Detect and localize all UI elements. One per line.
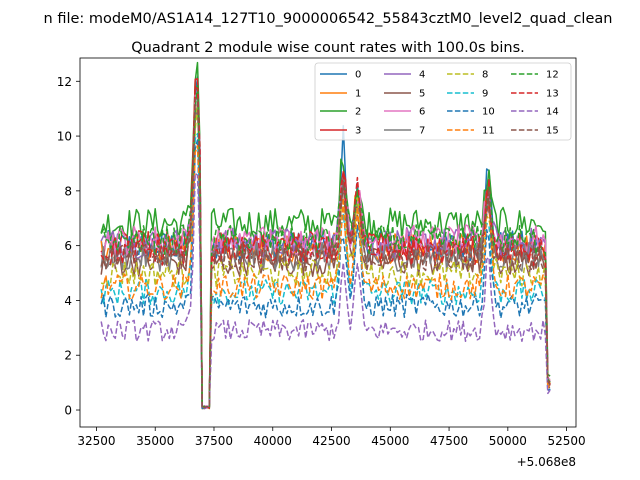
x-tick-label: 40000 — [254, 434, 292, 448]
y-axis: 0 2 4 6 8 10 12 — [57, 75, 80, 418]
plot-area-frame — [79, 57, 577, 428]
y-tick-label: 2 — [64, 349, 72, 363]
legend-label-8: 8 — [482, 70, 488, 81]
series-line-15 — [100, 97, 551, 410]
series-layer — [100, 61, 551, 410]
y-tick-label: 8 — [64, 184, 72, 198]
x-tick-label: 47500 — [430, 434, 468, 448]
series-line-4 — [100, 90, 551, 409]
y-tick-label: 12 — [57, 75, 72, 89]
x-axis: 32500 35000 37500 40000 42500 45000 47500 50000… — [77, 427, 586, 448]
series-line-11 — [100, 144, 551, 410]
y-tick-label: 4 — [64, 294, 72, 308]
x-tick-label: 35000 — [136, 434, 174, 448]
legend-label-1: 1 — [355, 89, 361, 100]
figure-suptitle: n file: modeM0/AS1A14_127T10_9000006542_… — [44, 11, 613, 27]
legend-label-10: 10 — [482, 107, 495, 118]
chart-title: Quadrant 2 module wise count rates with … — [131, 40, 525, 56]
legend-label-4: 4 — [419, 70, 425, 81]
legend-label-9: 9 — [482, 89, 488, 100]
x-tick-label: 45000 — [371, 434, 409, 448]
legend-label-7: 7 — [419, 126, 425, 137]
series-line-12 — [100, 85, 551, 410]
legend-frame — [314, 62, 572, 141]
x-tick-label: 42500 — [312, 434, 350, 448]
legend-label-0: 0 — [355, 70, 361, 81]
series-line-2 — [100, 61, 551, 409]
x-tick-label: 32500 — [77, 434, 115, 448]
x-tick-label: 52500 — [548, 434, 586, 448]
legend-label-5: 5 — [419, 89, 425, 100]
legend-label-11: 11 — [482, 126, 495, 137]
legend-label-6: 6 — [419, 107, 425, 118]
legend-label-13: 13 — [546, 89, 559, 100]
y-tick-label: 6 — [64, 239, 72, 253]
y-tick-label: 0 — [64, 404, 72, 418]
series-line-13 — [100, 86, 551, 410]
y-tick-label: 10 — [57, 130, 72, 144]
legend-label-15: 15 — [546, 126, 559, 137]
legend-label-3: 3 — [355, 126, 361, 137]
series-line-8 — [100, 104, 551, 410]
legend-label-2: 2 — [355, 107, 361, 118]
legend-label-12: 12 — [546, 70, 559, 81]
legend-label-14: 14 — [546, 107, 559, 118]
series-line-14 — [100, 172, 551, 410]
x-axis-offset-label: +5.068e8 — [517, 455, 576, 469]
x-tick-label: 50000 — [489, 434, 527, 448]
x-tick-label: 37500 — [195, 434, 233, 448]
